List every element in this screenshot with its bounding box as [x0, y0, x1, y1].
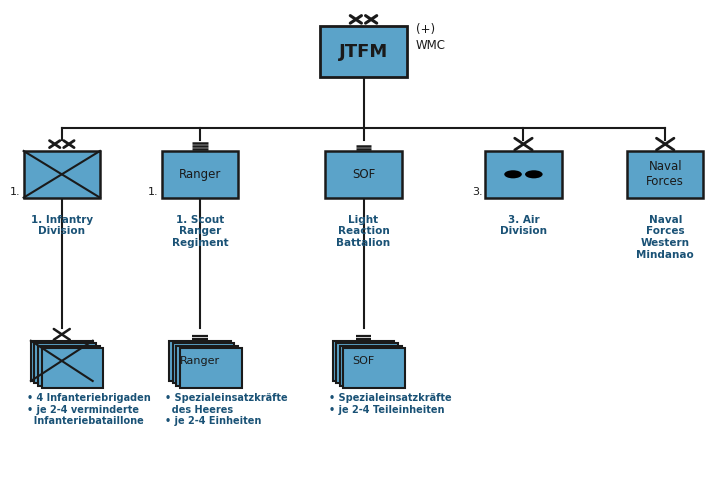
- FancyBboxPatch shape: [340, 346, 401, 386]
- Text: SOF: SOF: [352, 168, 375, 181]
- Text: WMC: WMC: [416, 39, 446, 52]
- Text: • 4 Infanteriebrigaden
• je 2-4 verminderte
  Infanteriebataillone: • 4 Infanteriebrigaden • je 2-4 verminde…: [28, 393, 151, 427]
- FancyBboxPatch shape: [34, 343, 96, 383]
- FancyBboxPatch shape: [325, 151, 401, 198]
- Text: Naval
Forces
Western
Mindanao: Naval Forces Western Mindanao: [636, 215, 694, 260]
- FancyBboxPatch shape: [343, 348, 405, 388]
- FancyBboxPatch shape: [24, 151, 100, 198]
- FancyBboxPatch shape: [162, 151, 238, 198]
- Text: 3.: 3.: [472, 187, 483, 196]
- Text: 1.: 1.: [10, 187, 21, 196]
- FancyBboxPatch shape: [31, 341, 93, 381]
- FancyBboxPatch shape: [176, 346, 238, 386]
- FancyBboxPatch shape: [169, 341, 231, 381]
- Text: 3. Air
Division: 3. Air Division: [500, 215, 547, 236]
- Ellipse shape: [525, 170, 542, 178]
- FancyBboxPatch shape: [486, 151, 561, 198]
- Text: 1.: 1.: [148, 187, 158, 196]
- Ellipse shape: [505, 170, 522, 178]
- FancyBboxPatch shape: [336, 343, 398, 383]
- FancyBboxPatch shape: [41, 348, 103, 388]
- FancyBboxPatch shape: [320, 26, 407, 78]
- FancyBboxPatch shape: [333, 341, 394, 381]
- Text: SOF: SOF: [353, 356, 374, 366]
- FancyBboxPatch shape: [38, 346, 100, 386]
- FancyBboxPatch shape: [172, 343, 234, 383]
- Text: 1. Infantry
Division: 1. Infantry Division: [31, 215, 93, 236]
- Text: • Spezialeinsatzkräfte
• je 2-4 Teileinheiten: • Spezialeinsatzkräfte • je 2-4 Teileinh…: [329, 393, 451, 415]
- Text: Ranger: Ranger: [179, 168, 221, 181]
- Text: 1. Scout
Ranger
Regiment: 1. Scout Ranger Regiment: [172, 215, 228, 248]
- Text: Ranger: Ranger: [180, 356, 220, 366]
- Text: Naval
Forces: Naval Forces: [646, 160, 684, 189]
- Text: Light
Reaction
Battalion: Light Reaction Battalion: [337, 215, 390, 248]
- Text: JTFM: JTFM: [339, 43, 388, 60]
- Text: • Spezialeinsatzkräfte
  des Heeres
• je 2-4 Einheiten: • Spezialeinsatzkräfte des Heeres • je 2…: [166, 393, 288, 427]
- Text: (+): (+): [416, 23, 435, 36]
- FancyBboxPatch shape: [180, 348, 241, 388]
- FancyBboxPatch shape: [627, 151, 704, 198]
